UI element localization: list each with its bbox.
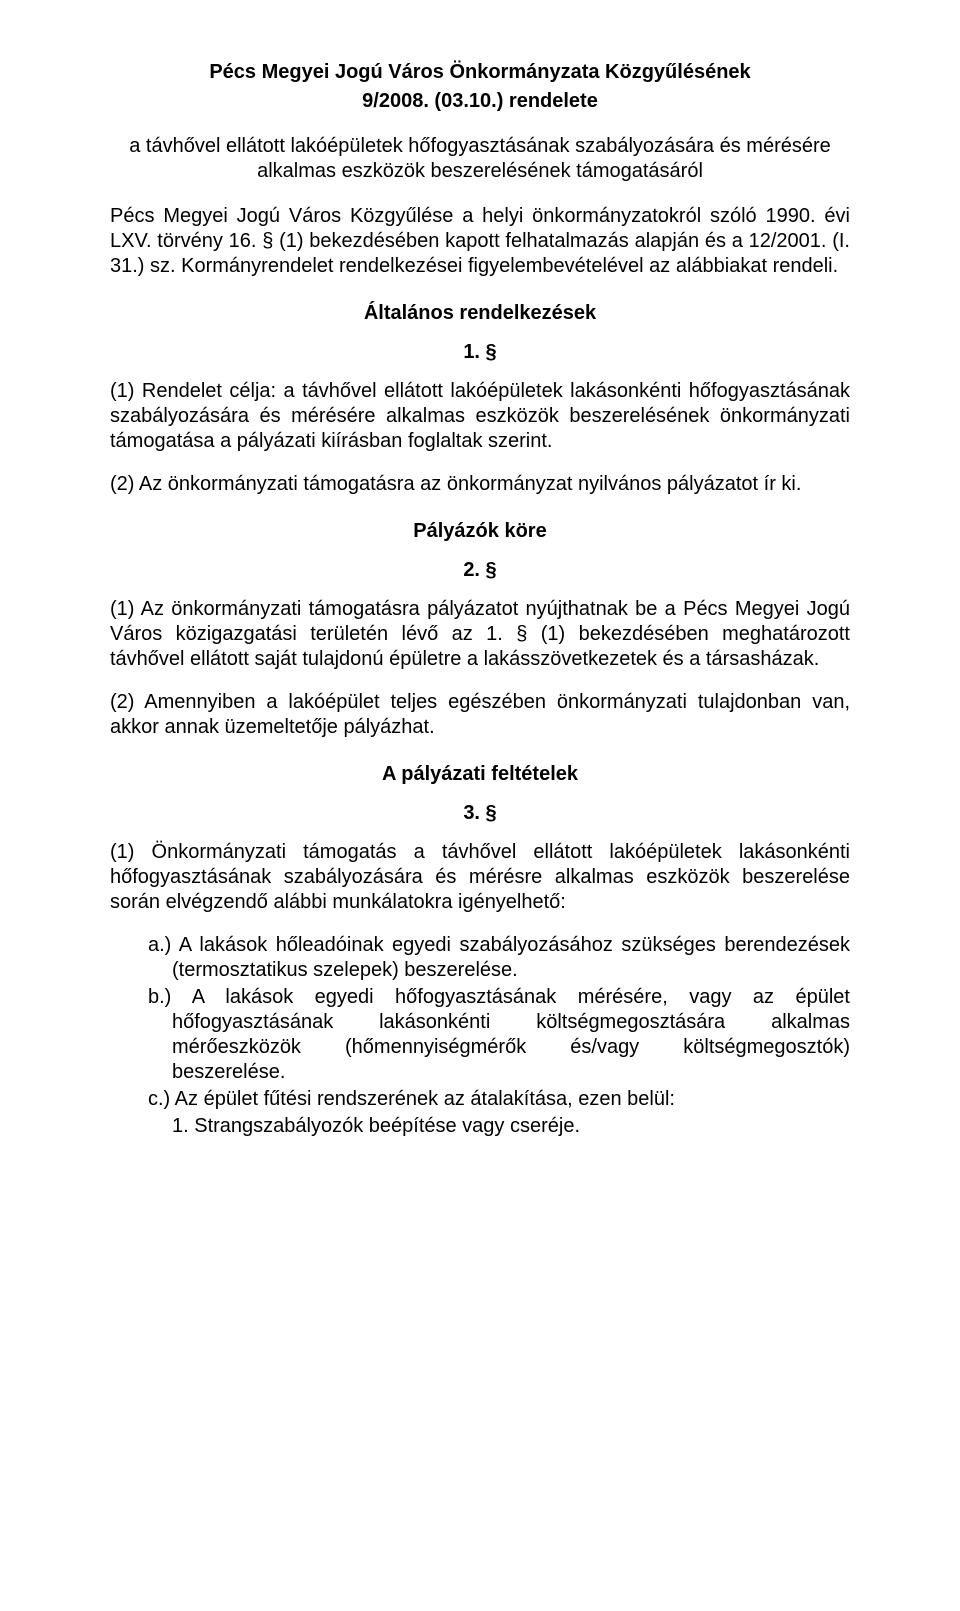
section1-heading: Általános rendelkezések [110, 301, 850, 326]
list-item-b: b.) A lakások egyedi hőfogyasztásának mé… [148, 985, 850, 1085]
section3-paragraph1: (1) Önkormányzati támogatás a távhővel e… [110, 840, 850, 915]
section2-heading: Pályázók köre [110, 519, 850, 544]
section1-number: 1. § [110, 340, 850, 365]
document-preamble: Pécs Megyei Jogú Város Közgyűlése a hely… [110, 204, 850, 279]
document-title-line2: 9/2008. (03.10.) rendelete [110, 89, 850, 114]
section3-list: a.) A lakások hőleadóinak egyedi szabály… [148, 933, 850, 1139]
section3-number: 3. § [110, 801, 850, 826]
document-title-line1: Pécs Megyei Jogú Város Önkormányzata Köz… [110, 60, 850, 85]
section2-paragraph1: (1) Az önkormányzati támogatásra pályáza… [110, 597, 850, 672]
section2-number: 2. § [110, 558, 850, 583]
section3-heading: A pályázati feltételek [110, 762, 850, 787]
section1-paragraph2: (2) Az önkormányzati támogatásra az önko… [110, 472, 850, 497]
list-item-c: c.) Az épület fűtési rendszerének az áta… [148, 1087, 850, 1112]
section2-paragraph2: (2) Amennyiben a lakóépület teljes egész… [110, 690, 850, 740]
section1-paragraph1: (1) Rendelet célja: a távhővel ellátott … [110, 379, 850, 454]
list-item-c1: 1. Strangszabályozók beépítése vagy cser… [148, 1114, 850, 1139]
document-lead: a távhővel ellátott lakóépületek hőfogya… [110, 134, 850, 184]
list-item-a: a.) A lakások hőleadóinak egyedi szabály… [148, 933, 850, 983]
